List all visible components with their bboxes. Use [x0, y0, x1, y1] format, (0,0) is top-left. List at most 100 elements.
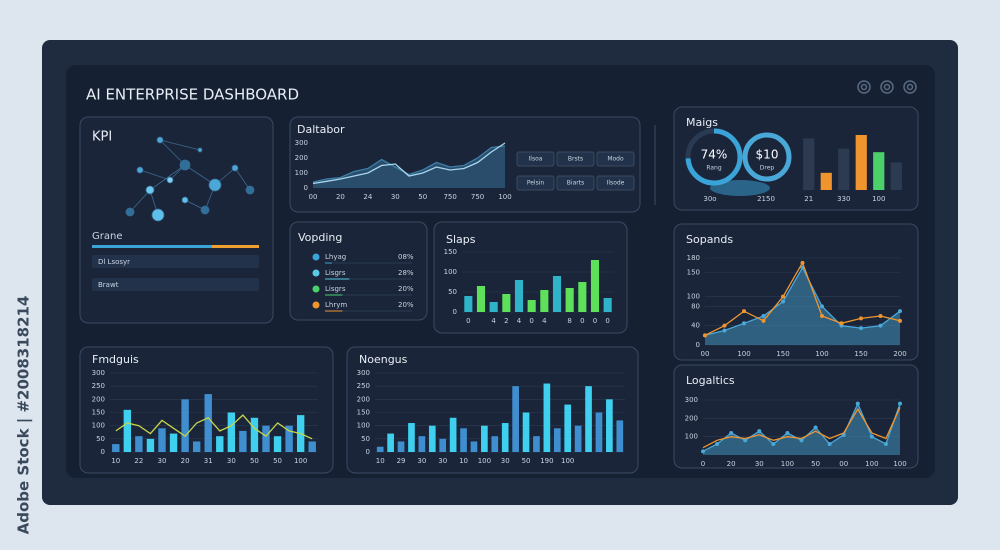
- line: [312, 145, 506, 183]
- point: [859, 316, 863, 321]
- area: [703, 403, 900, 455]
- bar: [590, 260, 600, 312]
- x-tick-label: 10: [111, 457, 120, 465]
- bar: [216, 436, 224, 452]
- bar: [476, 286, 486, 312]
- y-tick-label: 200: [357, 395, 370, 403]
- y-tick-label: 0: [453, 308, 457, 316]
- y-tick-label: 100: [444, 268, 457, 276]
- bar: [502, 294, 511, 312]
- x-tick-label: 30: [438, 457, 447, 465]
- point: [827, 442, 832, 446]
- point: [855, 401, 860, 406]
- bar: [553, 428, 561, 452]
- point: [813, 425, 818, 430]
- bar: [603, 298, 612, 312]
- bar: [204, 394, 212, 452]
- point: [729, 431, 734, 435]
- y-tick-label: 50: [96, 435, 105, 443]
- point: [701, 449, 705, 454]
- y-tick-label: 300: [295, 139, 308, 147]
- bar: [181, 399, 189, 452]
- glow: [710, 180, 770, 196]
- legend-button: [596, 175, 635, 191]
- progress-bar: [212, 245, 259, 248]
- bar: [464, 296, 473, 312]
- x-tick-label: 0: [580, 317, 584, 325]
- x-tick-label: 150: [776, 350, 789, 358]
- point: [859, 326, 863, 331]
- y-tick-label: 300: [685, 396, 698, 404]
- y-tick-label: 180: [687, 254, 700, 262]
- kpi-row: [92, 255, 259, 268]
- bar: [890, 162, 902, 190]
- line: [312, 142, 506, 185]
- x-tick-label: 100: [478, 457, 491, 465]
- legend-button-label: Modo: [607, 156, 624, 163]
- legend-button-label: Ilsode: [607, 180, 625, 187]
- x-tick-label: 10: [459, 457, 468, 465]
- point: [898, 401, 902, 406]
- chart-title: Fmdguis: [92, 353, 139, 366]
- legend-button-label: Biarts: [567, 180, 584, 187]
- point: [800, 260, 805, 265]
- legend-button-label: Pelsin: [527, 180, 545, 187]
- x-tick-label: 100: [893, 460, 906, 468]
- x-tick-label: 20: [727, 460, 736, 468]
- kpi-row: [92, 278, 259, 291]
- point: [703, 333, 707, 338]
- legend-button-label: Brsts: [568, 156, 583, 163]
- bar: [460, 428, 467, 452]
- x-tick-label: 750: [443, 193, 456, 201]
- y-tick-label: 300: [357, 369, 370, 377]
- y-tick-label: 150: [444, 248, 457, 256]
- point: [820, 314, 824, 318]
- bar: [397, 441, 405, 452]
- y-tick-label: 0: [304, 184, 308, 192]
- gauge-arc: [685, 128, 743, 186]
- bar: [533, 436, 540, 452]
- bar: [578, 282, 587, 312]
- point: [785, 431, 790, 435]
- x-tick-label: 50: [250, 457, 259, 465]
- bar: [552, 276, 562, 312]
- point: [743, 438, 748, 443]
- x-tick-label: 00: [701, 350, 710, 358]
- y-tick-label: 200: [92, 395, 105, 403]
- bar: [803, 138, 815, 190]
- x-tick-label: 24: [363, 193, 372, 201]
- x-tick-label: 20: [181, 457, 190, 465]
- x-tick-label: 4: [542, 317, 547, 325]
- y-tick-label: 100: [357, 422, 370, 430]
- x-tick-label: 8: [567, 317, 571, 325]
- x-tick-label: 100: [294, 457, 307, 465]
- item-value: 08%: [398, 253, 414, 261]
- x-tick-label: 2: [504, 317, 508, 325]
- point: [742, 309, 746, 314]
- bar: [481, 425, 488, 452]
- area: [313, 146, 505, 188]
- bar: [135, 436, 143, 452]
- point: [761, 318, 766, 323]
- chart-title: Maigs: [686, 116, 718, 129]
- kpi-row-label: Dl Lsosyr: [98, 258, 130, 266]
- gauge-footnote: 2150: [757, 195, 775, 203]
- bar: [501, 423, 509, 452]
- legend-dot: [312, 269, 320, 277]
- bar: [470, 441, 478, 452]
- point: [757, 429, 762, 434]
- kpi-title: KPI: [92, 130, 112, 145]
- bar: [820, 172, 832, 190]
- bar: [376, 446, 384, 452]
- point: [742, 321, 746, 326]
- y-tick-label: 100: [295, 169, 308, 177]
- x-tick-label: 100: [561, 457, 574, 465]
- y-tick-label: 200: [295, 154, 308, 162]
- x-tick-label: 30: [501, 457, 510, 465]
- x-tick-label: 50: [418, 193, 427, 201]
- bar: [227, 412, 236, 452]
- bar: [112, 444, 120, 452]
- legend-button: [556, 175, 595, 191]
- logistics-panel: [673, 364, 919, 469]
- x-tick-label: 30: [755, 460, 764, 468]
